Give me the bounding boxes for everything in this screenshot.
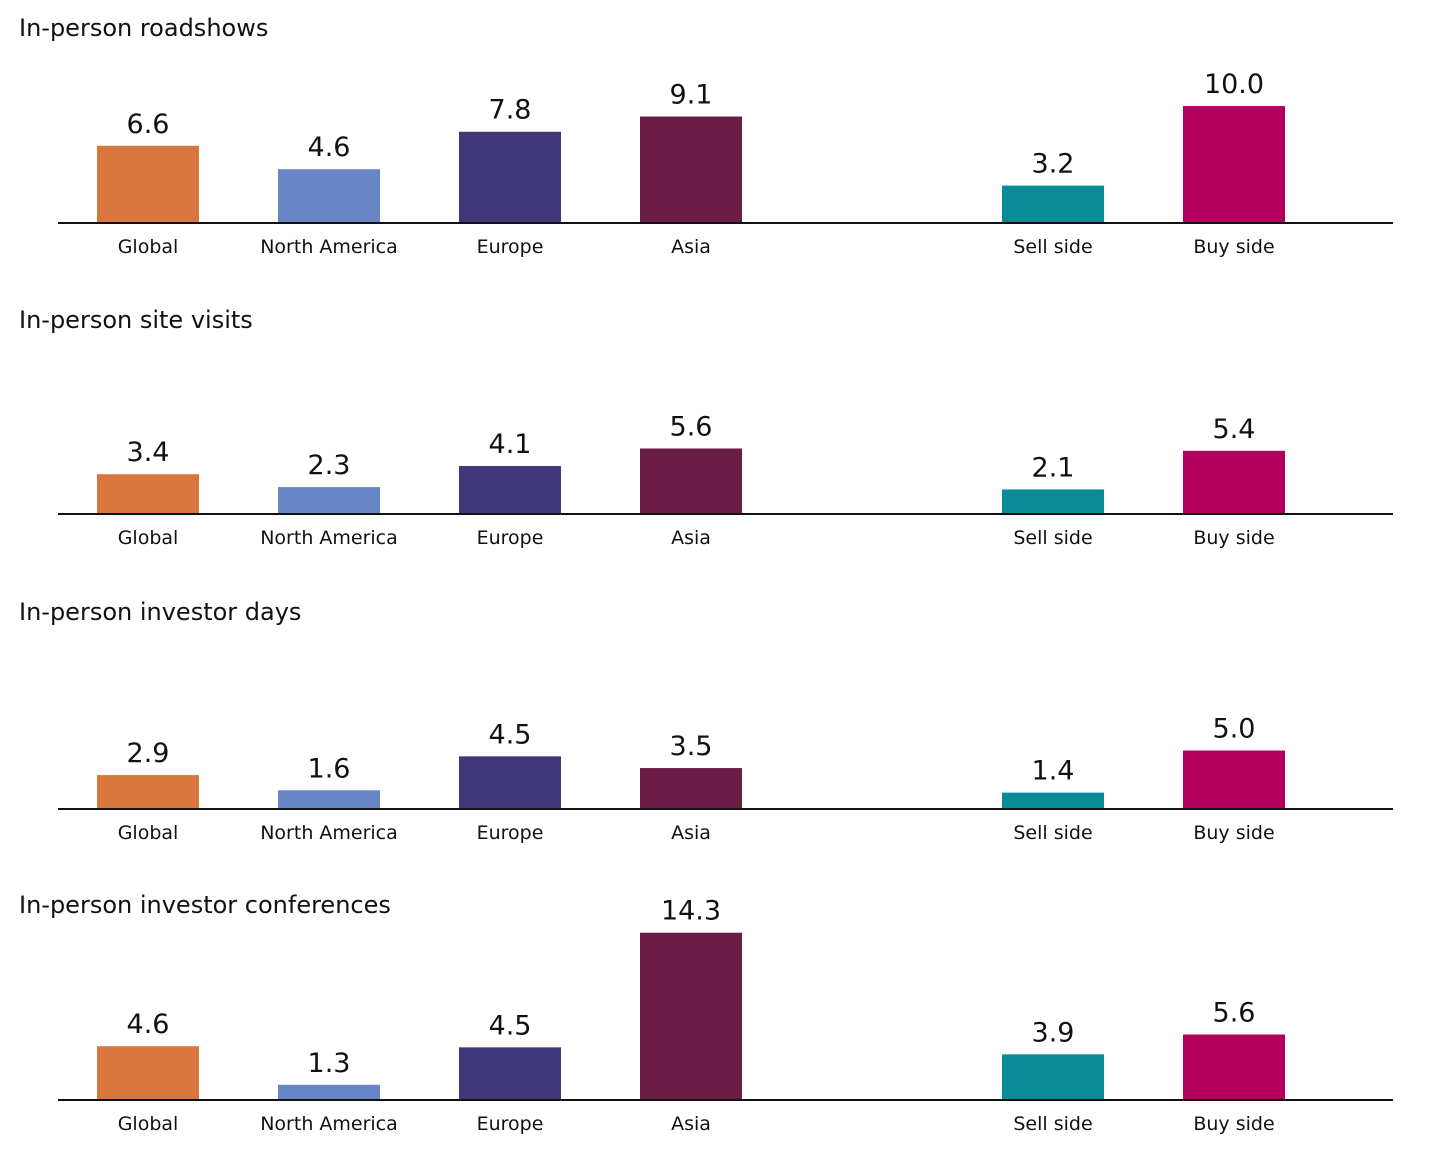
bar-europe: [459, 756, 561, 809]
panel-title: In-person roadshows: [19, 14, 268, 42]
bar-asia: [640, 932, 742, 1100]
panel-title: In-person investor days: [19, 598, 301, 626]
data-label-asia: 9.1: [670, 80, 713, 111]
data-label-europe: 4.5: [489, 719, 532, 750]
chart-panel-in-person-investor-conferences: In-person investor conferences 4.6 Global 1…: [19, 891, 1393, 1135]
data-label-sell-side: 1.4: [1032, 756, 1075, 787]
data-label-europe: 7.8: [489, 95, 532, 126]
data-label-buy-side: 5.0: [1213, 714, 1256, 745]
data-label-asia: 3.5: [670, 731, 713, 762]
category-label-north-america: North America: [260, 1113, 398, 1135]
bar-global: [97, 474, 199, 514]
data-label-north-america: 2.3: [308, 450, 351, 481]
bar-global: [97, 775, 199, 809]
bar-sell-side: [1002, 489, 1104, 514]
category-label-buy-side: Buy side: [1193, 822, 1274, 844]
bar-sell-side: [1002, 792, 1104, 809]
category-label-global: Global: [118, 1113, 179, 1135]
data-label-buy-side: 5.4: [1213, 414, 1256, 445]
chart-panel-in-person-roadshows: In-person roadshows 6.6 Global 4.6 North Ame…: [19, 14, 1393, 258]
category-label-sell-side: Sell side: [1013, 236, 1092, 258]
bar-global: [97, 145, 199, 223]
category-label-north-america: North America: [260, 822, 398, 844]
bar-north-america: [278, 1084, 380, 1100]
bar-buy-side: [1183, 1034, 1285, 1100]
panel-title: In-person site visits: [19, 306, 253, 334]
category-label-europe: Europe: [477, 527, 544, 549]
panel-title: In-person investor conferences: [19, 891, 391, 919]
chart-panel-in-person-investor-days: In-person investor days 2.9 Global 1.6 North…: [19, 598, 1393, 844]
data-label-north-america: 1.6: [308, 753, 351, 784]
category-label-buy-side: Buy side: [1193, 236, 1274, 258]
bar-europe: [459, 1047, 561, 1100]
bar-asia: [640, 448, 742, 514]
category-label-buy-side: Buy side: [1193, 1113, 1274, 1135]
category-label-sell-side: Sell side: [1013, 1113, 1092, 1135]
bar-sell-side: [1002, 185, 1104, 223]
data-label-global: 3.4: [127, 437, 170, 468]
category-label-europe: Europe: [477, 822, 544, 844]
bar-europe: [459, 466, 561, 514]
data-label-global: 2.9: [127, 738, 170, 769]
category-label-north-america: North America: [260, 236, 398, 258]
category-label-north-america: North America: [260, 527, 398, 549]
data-label-global: 6.6: [127, 109, 170, 140]
category-label-asia: Asia: [671, 822, 711, 844]
data-label-europe: 4.5: [489, 1010, 532, 1041]
category-label-global: Global: [118, 822, 179, 844]
data-label-global: 4.6: [127, 1009, 170, 1040]
bar-sell-side: [1002, 1054, 1104, 1100]
bar-buy-side: [1183, 106, 1285, 223]
bar-global: [97, 1046, 199, 1100]
bar-europe: [459, 131, 561, 223]
data-label-buy-side: 5.6: [1213, 997, 1256, 1028]
category-label-asia: Asia: [671, 1113, 711, 1135]
bar-north-america: [278, 487, 380, 514]
data-label-sell-side: 3.2: [1032, 149, 1075, 180]
category-label-global: Global: [118, 236, 179, 258]
bar-asia: [640, 768, 742, 809]
bar-asia: [640, 116, 742, 223]
bar-buy-side: [1183, 450, 1285, 514]
bar-north-america: [278, 790, 380, 809]
category-label-asia: Asia: [671, 236, 711, 258]
category-label-buy-side: Buy side: [1193, 527, 1274, 549]
data-label-sell-side: 3.9: [1032, 1017, 1075, 1048]
data-label-asia: 5.6: [670, 411, 713, 442]
data-label-north-america: 4.6: [308, 132, 351, 163]
bar-buy-side: [1183, 750, 1285, 809]
category-label-asia: Asia: [671, 527, 711, 549]
category-label-sell-side: Sell side: [1013, 822, 1092, 844]
category-label-sell-side: Sell side: [1013, 527, 1092, 549]
bar-north-america: [278, 169, 380, 223]
category-label-europe: Europe: [477, 236, 544, 258]
data-label-asia: 14.3: [661, 896, 721, 927]
category-label-europe: Europe: [477, 1113, 544, 1135]
data-label-sell-side: 2.1: [1032, 452, 1075, 483]
data-label-buy-side: 10.0: [1204, 69, 1264, 100]
data-label-europe: 4.1: [489, 429, 532, 460]
chart-panel-in-person-site-visits: In-person site visits 3.4 Global 2.3 North A…: [19, 306, 1393, 549]
category-label-global: Global: [118, 527, 179, 549]
data-label-north-america: 1.3: [308, 1048, 351, 1079]
